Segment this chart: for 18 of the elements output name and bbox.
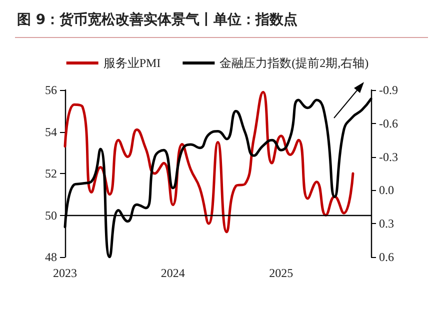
y2-tick-label: 0.3 — [379, 216, 394, 231]
chart-title: 图 9：货币宽松改善实体景气丨单位：指数点 — [17, 11, 298, 28]
x-tick-label: 2025 — [269, 266, 294, 280]
y-tick-label: 48 — [45, 250, 57, 264]
y2-tick-label: -0.9 — [379, 83, 398, 97]
y-tick-label: 50 — [45, 208, 57, 222]
y-tick-label: 54 — [45, 124, 57, 139]
y2-tick-label: 0.0 — [379, 183, 394, 198]
legend-label: 服务业PMI — [103, 56, 161, 70]
legend-label: 金融压力指数(提前2期,右轴) — [220, 56, 369, 70]
x-tick-label: 2023 — [53, 266, 77, 280]
line-series — [64, 90, 354, 234]
y2-tick-label: 0.6 — [379, 250, 394, 264]
y-tick-label: 56 — [45, 83, 57, 97]
y2-tick-label: -0.6 — [379, 116, 398, 130]
y2-tick-label: -0.3 — [379, 150, 398, 164]
y-tick-label: 52 — [45, 166, 57, 180]
x-tick-label: 2024 — [160, 266, 185, 280]
